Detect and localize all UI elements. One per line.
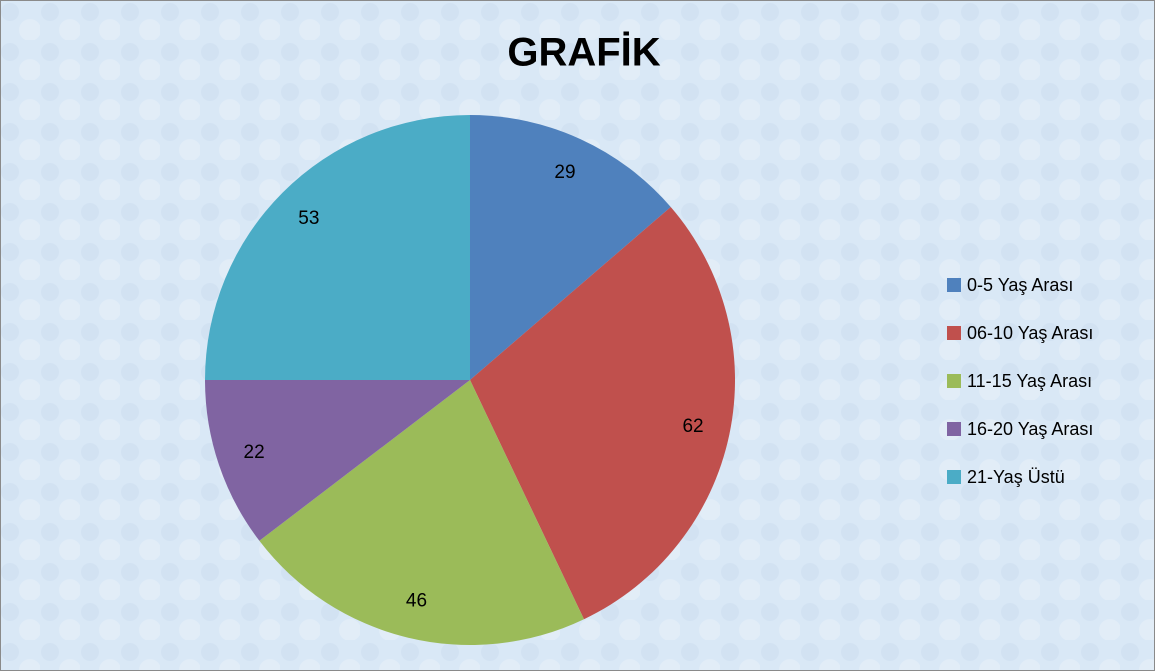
- pie-slice: [470, 207, 735, 620]
- data-label: 22: [244, 442, 265, 463]
- pie-slice: [205, 115, 470, 380]
- legend-label: 21-Yaş Üstü: [967, 467, 1065, 487]
- legend-label: 06-10 Yaş Arası: [967, 323, 1093, 343]
- data-label: 46: [406, 591, 427, 612]
- legend-label: 0-5 Yaş Arası: [967, 275, 1073, 295]
- data-label: 62: [682, 416, 703, 437]
- legend-label: 11-15 Yaş Arası: [967, 371, 1092, 391]
- pie-slice: [259, 380, 584, 645]
- legend-swatch: [947, 470, 961, 484]
- chart-title: GRAFİK: [507, 31, 660, 75]
- data-label: 29: [554, 162, 575, 183]
- pie-slice: [470, 115, 671, 380]
- legend-swatch: [947, 422, 961, 436]
- legend-label: 16-20 Yaş Arası: [967, 419, 1093, 439]
- legend-swatch: [947, 326, 961, 340]
- legend-swatch: [947, 374, 961, 388]
- legend-swatch: [947, 278, 961, 292]
- pie-slice: [205, 380, 470, 541]
- data-label: 53: [298, 208, 319, 229]
